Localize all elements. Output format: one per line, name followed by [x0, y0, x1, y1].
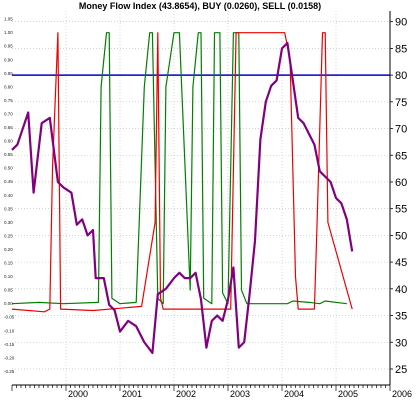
right-tick-label: 30: [395, 337, 407, 349]
left-tick-label: 0.05: [4, 288, 13, 293]
left-tick-label: -0.05: [4, 315, 15, 320]
x-tick-label: 2001: [122, 389, 142, 399]
x-tick-label: 2000: [68, 389, 88, 399]
left-tick-label: 0.80: [4, 84, 13, 89]
tick-layer: 25 30 35 40 45 50 55 60 65 70 75 80 85 90 -0.25 -0.20 -0…: [4, 17, 412, 399]
right-tick-label: 50: [395, 230, 407, 242]
series-line-1: [11, 32, 347, 305]
right-tick-label: 90: [395, 17, 407, 29]
left-tick-label: 1.05: [4, 17, 13, 22]
left-tick-label: 0.00: [4, 301, 13, 306]
left-tick-label: 0.25: [4, 233, 13, 238]
left-tick-label: 1.00: [4, 30, 13, 35]
axis-layer: [11, 11, 393, 391]
right-tick-label: 80: [395, 70, 407, 82]
right-tick-label: 45: [395, 257, 407, 269]
left-tick-label: 0.20: [4, 247, 13, 252]
right-tick-label: 60: [395, 177, 407, 189]
x-tick-label: 2006: [392, 389, 412, 399]
left-tick-label: 0.30: [4, 220, 13, 225]
left-tick-label: 0.15: [4, 261, 13, 266]
left-tick-label: 0.40: [4, 193, 13, 198]
left-tick-label: 0.10: [4, 274, 13, 279]
left-tick-label: 0.90: [4, 57, 13, 62]
right-tick-label: 85: [395, 43, 407, 55]
left-tick-label: -0.15: [4, 342, 15, 347]
chart-title: Money Flow Index (43.8654), BUY (0.0260)…: [78, 1, 322, 11]
x-tick-label: 2002: [176, 389, 196, 399]
right-tick-label: 55: [395, 204, 407, 216]
right-tick-label: 40: [395, 284, 407, 296]
x-tick-label: 2003: [230, 389, 250, 399]
left-tick-label: 0.35: [4, 206, 13, 211]
left-tick-label: 0.55: [4, 152, 13, 157]
right-tick-label: 25: [395, 364, 407, 376]
x-tick-label: 2005: [338, 389, 358, 399]
right-tick-label: 70: [395, 124, 407, 136]
left-tick-label: -0.10: [4, 328, 15, 333]
left-tick-label: 0.75: [4, 98, 13, 103]
right-tick-label: 75: [395, 97, 407, 109]
left-tick-label: -0.20: [4, 355, 15, 360]
left-tick-label: 0.50: [4, 166, 13, 171]
left-tick-label: 0.65: [4, 125, 13, 130]
right-tick-label: 35: [395, 311, 407, 323]
left-tick-label: 0.70: [4, 111, 13, 116]
series-layer: [11, 32, 390, 355]
left-tick-label: -0.25: [4, 369, 15, 374]
left-tick-label: 0.60: [4, 139, 13, 144]
left-tick-label: 0.95: [4, 44, 13, 49]
right-tick-label: 65: [395, 150, 407, 162]
left-tick-label: 0.45: [4, 179, 13, 184]
left-tick-label: 0.85: [4, 71, 13, 76]
series-line-2: [11, 32, 353, 313]
series-line-0: [11, 41, 354, 355]
x-tick-label: 2004: [284, 389, 304, 399]
